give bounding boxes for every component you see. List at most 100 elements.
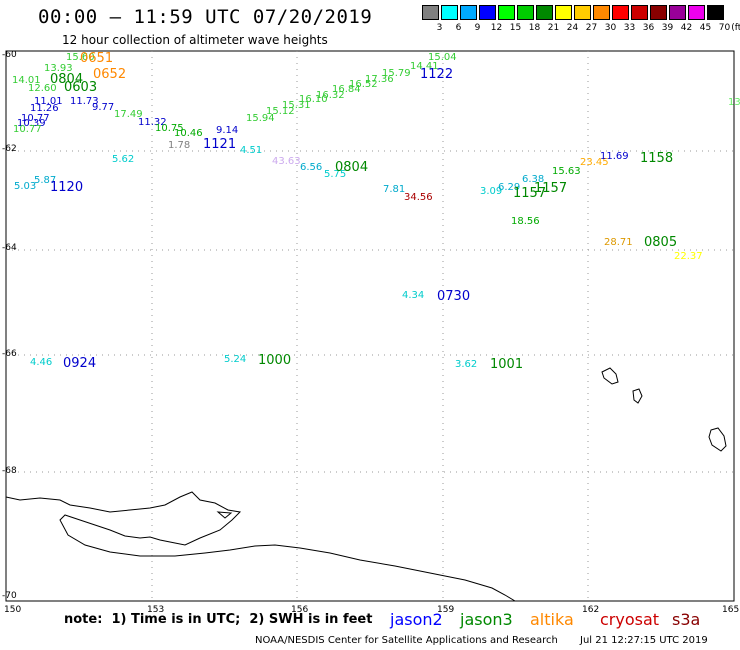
swh-label: 13.93	[44, 63, 73, 74]
legend-label: 24	[566, 23, 579, 33]
map-subtitle: 12 hour collection of altimeter wave hei…	[62, 33, 328, 47]
pass-time-label: 0804	[50, 72, 84, 87]
lat-label: -66	[2, 349, 17, 359]
swh-label: 11.73	[70, 96, 99, 107]
swh-label: 12.60	[28, 83, 57, 94]
antarctic-coast	[5, 491, 516, 602]
swh-label: 4.51	[240, 145, 263, 156]
swh-label: 5.75	[324, 169, 347, 180]
pass-time-label: 0730	[437, 289, 471, 304]
legend-label: 36	[642, 23, 655, 33]
swh-label: 16.32	[316, 90, 345, 101]
pass-time-label: 0805	[644, 235, 678, 250]
lon-label: 156	[291, 605, 309, 615]
legend-label: 33	[623, 23, 636, 33]
legend-swatch	[593, 5, 610, 20]
legend-label: 70	[718, 23, 731, 33]
pass-time-label: 1122	[420, 67, 454, 82]
swh-label: 6.56	[300, 162, 323, 173]
lon-label: 153	[147, 605, 165, 615]
swh-label: 10.77	[21, 113, 50, 124]
swh-label: 15.12	[266, 106, 295, 117]
legend-swatch	[650, 5, 667, 20]
swh-label: 11.32	[138, 117, 167, 128]
satellite-jason3: jason3	[460, 610, 513, 629]
footnote: note: 1) Time is in UTC; 2) SWH is in fe…	[64, 612, 373, 627]
pass-time-label: 0924	[63, 356, 97, 371]
swh-label: 9.14	[216, 125, 239, 136]
legend-label: 6	[455, 23, 462, 33]
lon-label: 162	[582, 605, 600, 615]
island	[632, 388, 643, 404]
legend-unit: (ft)	[731, 23, 740, 33]
legend-swatch	[517, 5, 534, 20]
island	[708, 427, 727, 452]
swh-label: 10.75	[155, 123, 184, 134]
pass-time-label: 1157	[513, 186, 547, 201]
legend-label: 12	[490, 23, 503, 33]
swh-label: 3.09	[480, 186, 503, 197]
coast-inlet	[216, 511, 233, 519]
legend-label: 3	[436, 23, 443, 33]
legend-swatch	[536, 5, 553, 20]
lon-label: 159	[437, 605, 455, 615]
graticule	[6, 51, 734, 601]
swh-label: 16.10	[299, 94, 328, 105]
swh-label: 10.46	[174, 128, 203, 139]
legend-swatch	[441, 5, 458, 20]
legend-label: 15	[509, 23, 522, 33]
legend-swatch	[498, 5, 515, 20]
legend-swatch	[422, 5, 439, 20]
swh-label: 23.45	[580, 157, 609, 168]
swh-label: 13	[728, 97, 740, 108]
legend-swatch	[631, 5, 648, 20]
swh-label: 5.87	[34, 175, 57, 186]
swh-label: 5.24	[224, 354, 247, 365]
pass-time-label: 1120	[50, 180, 84, 195]
pass-time-label: 1001	[490, 357, 524, 372]
swh-label: 5.62	[112, 154, 135, 165]
swh-label: 14.41	[410, 61, 439, 72]
satellite-cryosat: cryosat	[600, 610, 660, 629]
legend-swatch	[479, 5, 496, 20]
lat-label: -70	[2, 591, 17, 601]
legend-label: 21	[547, 23, 560, 33]
legend-label: 27	[585, 23, 598, 33]
swh-label: 16.84	[332, 84, 361, 95]
swh-label: 9.77	[92, 102, 115, 113]
map-frame	[5, 50, 735, 602]
swh-label: 1.78	[168, 140, 191, 151]
pass-time-label: 0652	[93, 67, 127, 82]
swh-label: 3.62	[455, 359, 478, 370]
swh-label: 15.60	[66, 52, 95, 63]
pass-time-label: 1158	[640, 151, 674, 166]
satellite-jason2: jason2	[390, 610, 443, 629]
legend-swatch	[612, 5, 629, 20]
swh-label: 43.63	[272, 156, 301, 167]
legend-label: 45	[699, 23, 712, 33]
swh-label: 28.71	[604, 237, 633, 248]
legend-label: 30	[604, 23, 617, 33]
legend-label: 39	[661, 23, 674, 33]
coastline	[5, 367, 727, 602]
satellite-s3a: s3a	[672, 610, 701, 629]
pass-time-label: 1000	[258, 353, 292, 368]
swh-label: 10.39	[17, 118, 46, 129]
pass-time-label: 1157	[534, 181, 568, 196]
legend-swatch	[669, 5, 686, 20]
legend-swatch	[460, 5, 477, 20]
swh-label: 4.46	[30, 357, 53, 368]
lon-label: 150	[4, 605, 22, 615]
swh-label: 4.34	[402, 290, 425, 301]
swh-label: 5.03	[14, 181, 37, 192]
lat-label: -60	[2, 50, 17, 60]
swh-label: 16.52	[349, 79, 378, 90]
swh-label: 7.81	[383, 184, 406, 195]
lat-label: -64	[2, 243, 17, 253]
lat-label: -62	[2, 144, 17, 154]
swh-label: 14.01	[12, 75, 41, 86]
swh-label: 15.63	[552, 166, 581, 177]
swh-label: 34.56	[404, 192, 433, 203]
pass-time-label: 0603	[64, 80, 98, 95]
swh-label: 6.29	[498, 182, 521, 193]
